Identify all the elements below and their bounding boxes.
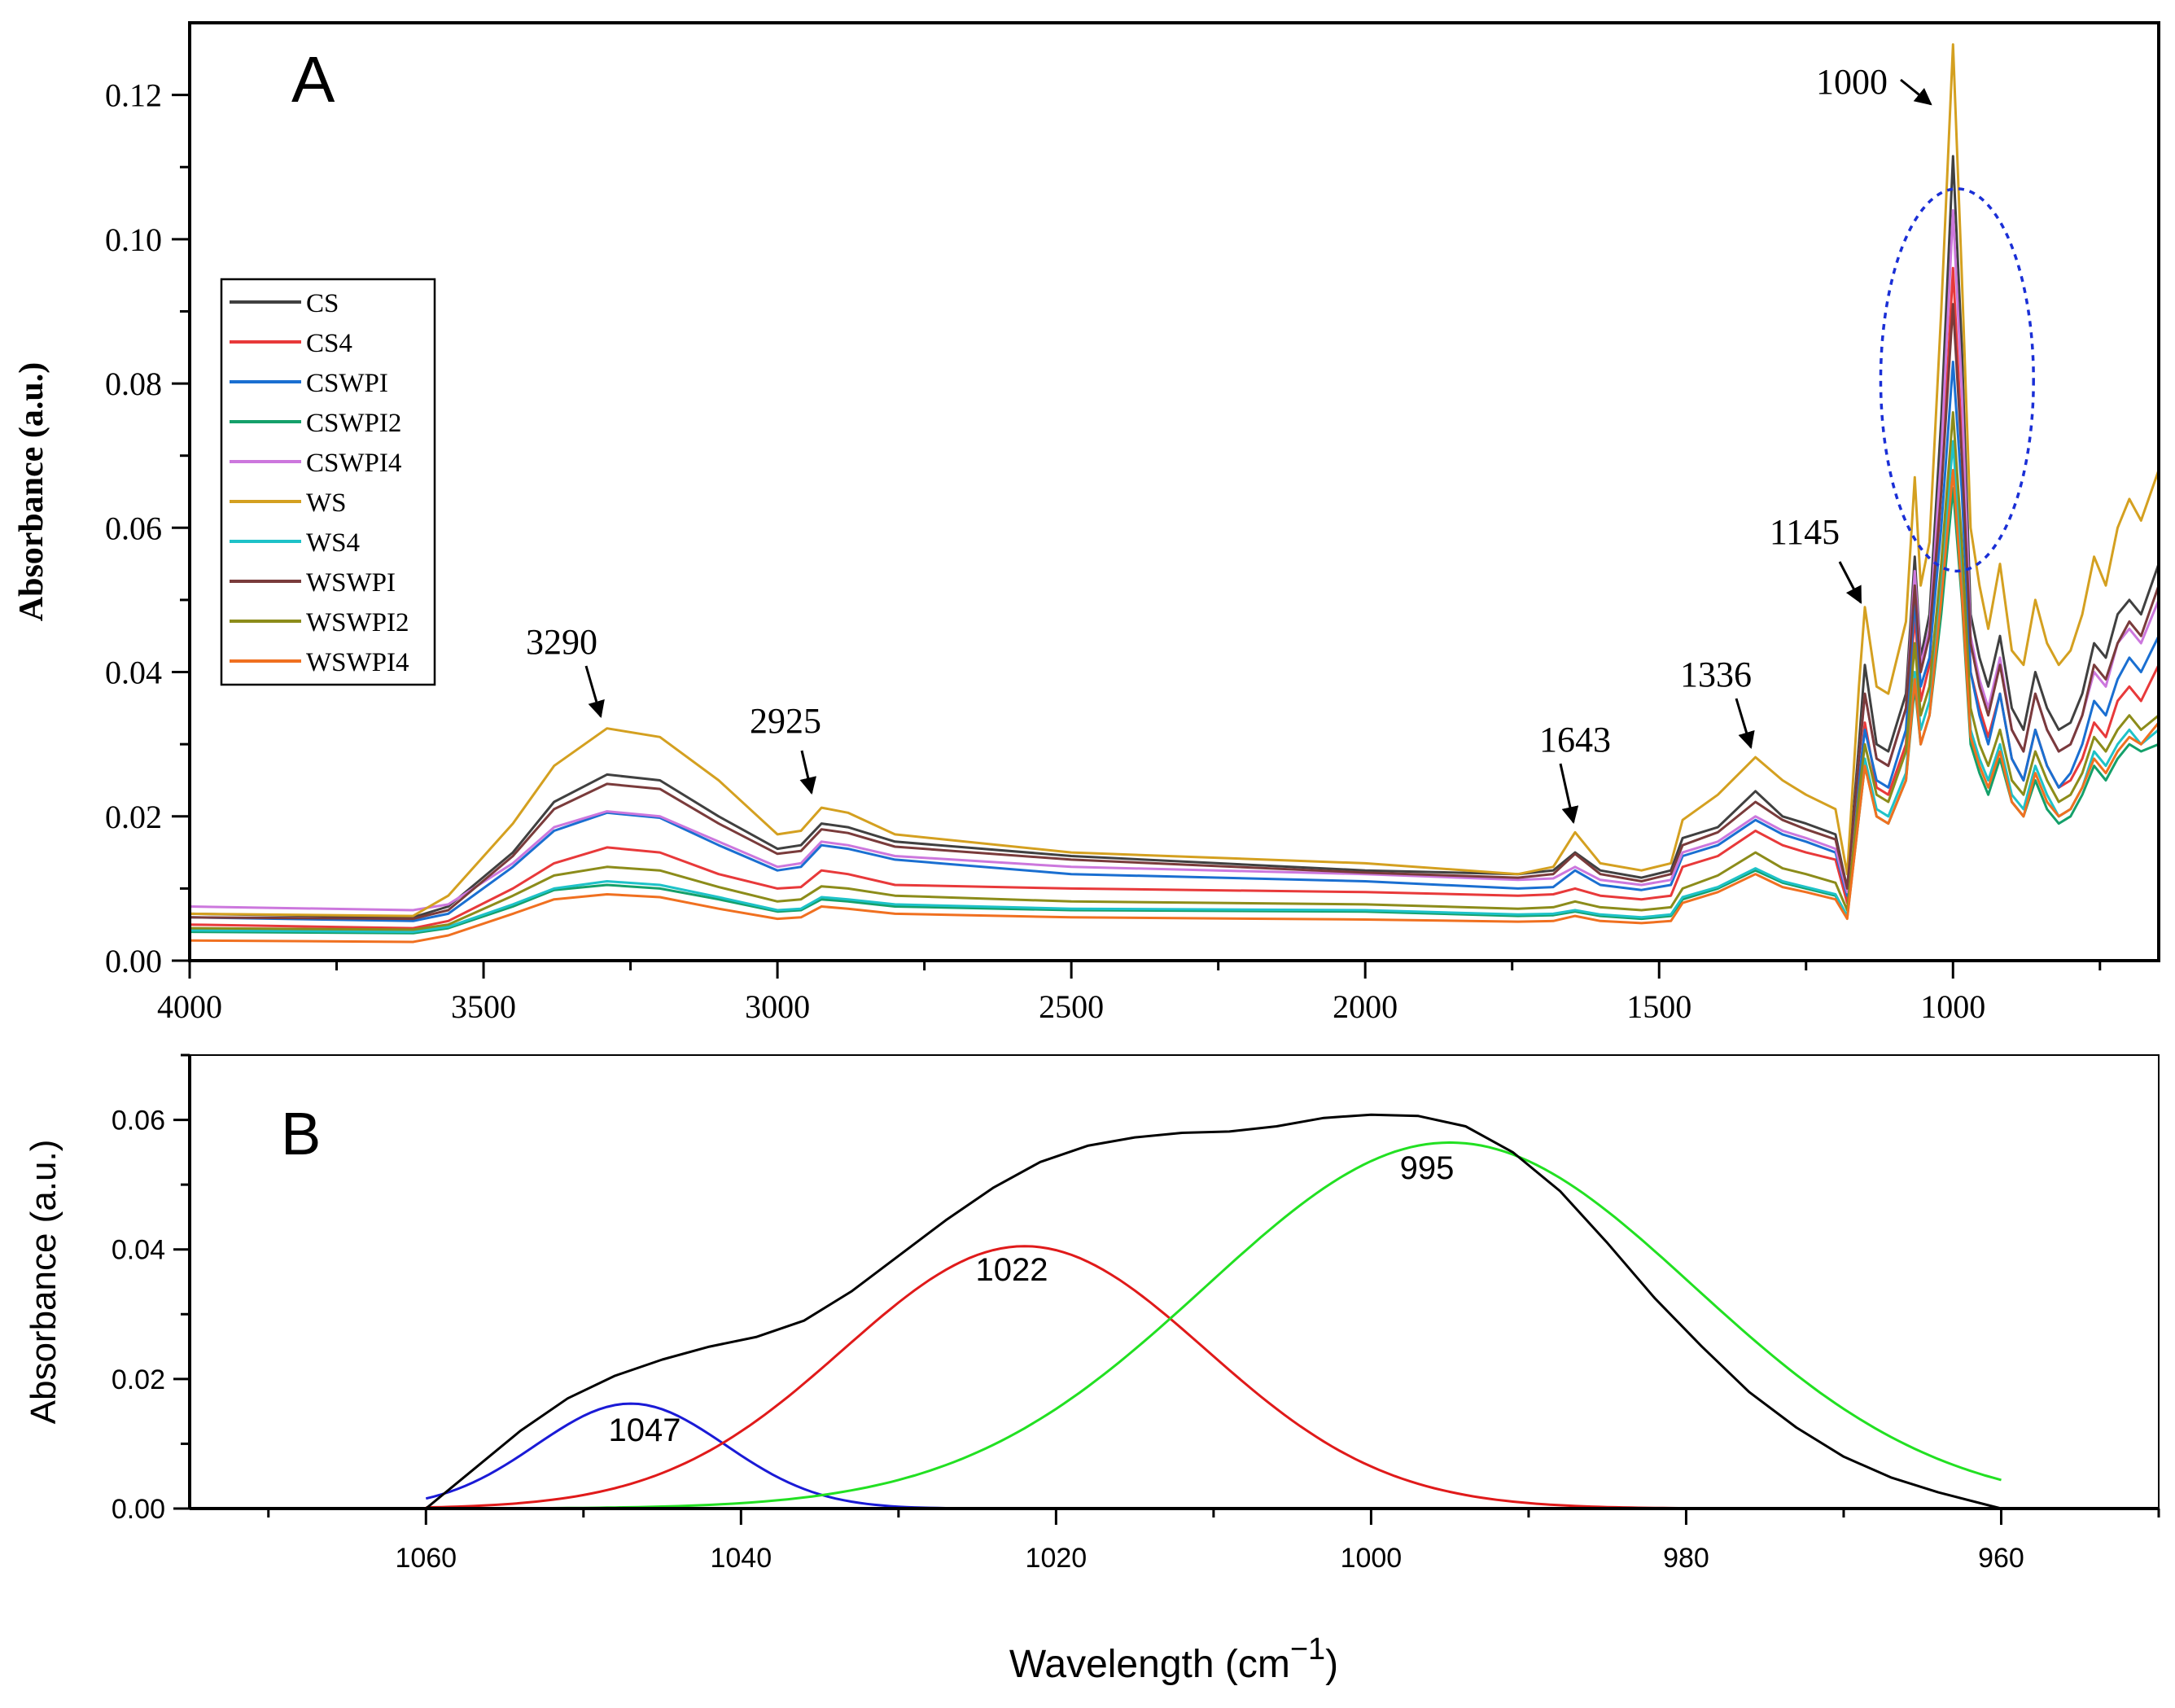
x-tick-label: 980: [1663, 1543, 1709, 1574]
y-tick-label: 0.04: [112, 1235, 165, 1266]
x-tick-label: 1020: [1026, 1543, 1088, 1574]
series-line-ws: [189, 43, 2160, 918]
x-axis-label: Wavelength (cm−1): [1009, 1632, 1338, 1686]
peak-annotation-arrow: [1735, 698, 1755, 750]
x-tick-label: 1040: [710, 1543, 772, 1574]
fit-peak-1022: [426, 1245, 2002, 1510]
legend-label-cs: CS: [306, 289, 339, 318]
x-tick-label: 960: [1978, 1543, 2024, 1574]
y-tick-label: 0.00: [105, 943, 162, 979]
peak-annotation-label: 1643: [1539, 720, 1611, 760]
legend-label-ws: WS: [306, 488, 347, 518]
x-tick-label: 2500: [1039, 988, 1104, 1025]
panel-a: 0.00 0.02 0.04 0.06 0.08 0.10 0.12 4000 3500 3000…: [13, 21, 2160, 1025]
legend-label-cs4: CS4: [306, 329, 352, 358]
x-tick-label: 3000: [745, 988, 810, 1025]
y-tick-label: 0.12: [105, 77, 162, 114]
legend-label-wswpi4: WSWPI4: [306, 648, 409, 677]
peak-label: 1022: [976, 1252, 1048, 1288]
x-axis-label-main: Wavelength (cm: [1009, 1643, 1290, 1686]
legend-label-ws4: WS4: [306, 528, 360, 558]
x-axis-label-close: ): [1325, 1643, 1338, 1686]
x-tick-label: 1500: [1626, 988, 1691, 1025]
peak-annotation-arrow: [1559, 763, 1579, 825]
peak-annotation-arrow: [799, 750, 816, 795]
legend-label-wswpi: WSWPI: [306, 568, 396, 598]
y-tick-label: 0.10: [105, 221, 162, 258]
series-line-wswpi4: [189, 468, 2160, 944]
x-tick-label: 4000: [157, 988, 222, 1025]
series-line-cs4: [189, 266, 2160, 930]
x-tick-label: 1060: [395, 1543, 457, 1574]
panel-b: 0.00 0.02 0.04 0.06 1060 1040 1020 1000 980 960 Ab…: [24, 1053, 2160, 1686]
y-axis-label: Absorbance (a.u.): [24, 1140, 63, 1425]
plot-frame-b: [189, 1054, 2160, 1509]
legend-label-cswpi: CSWPI: [306, 369, 388, 398]
envelope-line: [425, 1113, 2002, 1510]
y-tick-label: 0.02: [105, 799, 162, 835]
highlight-ellipse: [1879, 187, 2035, 573]
y-axis-label: Absorbance (a.u.): [13, 362, 50, 622]
legend-label-cswpi4: CSWPI4: [306, 449, 401, 478]
series-line-wswpi2: [189, 411, 2160, 931]
fit-peak-1047: [425, 1402, 1057, 1510]
y-tick-label: 0.08: [105, 366, 162, 402]
y-tick-label: 0.00: [112, 1494, 165, 1525]
series-line-cswpi4: [189, 208, 2160, 912]
legend-label-cswpi2: CSWPI2: [306, 409, 401, 438]
fit-peak-995: [426, 1141, 2002, 1510]
panel-label-b: B: [281, 1100, 321, 1167]
series-line-cs: [189, 155, 2160, 919]
legend-box: [220, 278, 436, 686]
y-tick-label: 0.06: [112, 1106, 165, 1136]
peak-annotation-label: 1145: [1770, 512, 1840, 552]
plot-frame-a: [188, 21, 2160, 962]
y-tick-label: 0.04: [105, 655, 162, 691]
peak-annotation-label: 1336: [1680, 655, 1752, 694]
panel-label-a: A: [291, 43, 335, 116]
peak-annotation-arrow: [584, 665, 605, 719]
legend-label-wswpi2: WSWPI2: [306, 608, 409, 637]
peak-annotation-arrow: [1900, 78, 1932, 106]
x-tick-label: 3500: [451, 988, 516, 1025]
peak-annotation-label: 1000: [1816, 62, 1888, 102]
peak-annotation-label: 3290: [526, 622, 597, 662]
x-tick-label: 2000: [1333, 988, 1398, 1025]
y-tick-label: 0.02: [112, 1364, 165, 1395]
x-axis-label-superscript: −1: [1290, 1632, 1325, 1666]
series-line-wswpi: [189, 303, 2160, 921]
peak-label: 995: [1400, 1150, 1455, 1186]
peak-label: 1047: [609, 1412, 681, 1448]
x-tick-label: 1000: [1341, 1543, 1403, 1574]
peak-annotation-arrow: [1838, 561, 1862, 604]
x-tick-label: 1000: [1920, 988, 1985, 1025]
peak-annotation-label: 2925: [750, 701, 821, 741]
y-tick-label: 0.06: [105, 510, 162, 546]
